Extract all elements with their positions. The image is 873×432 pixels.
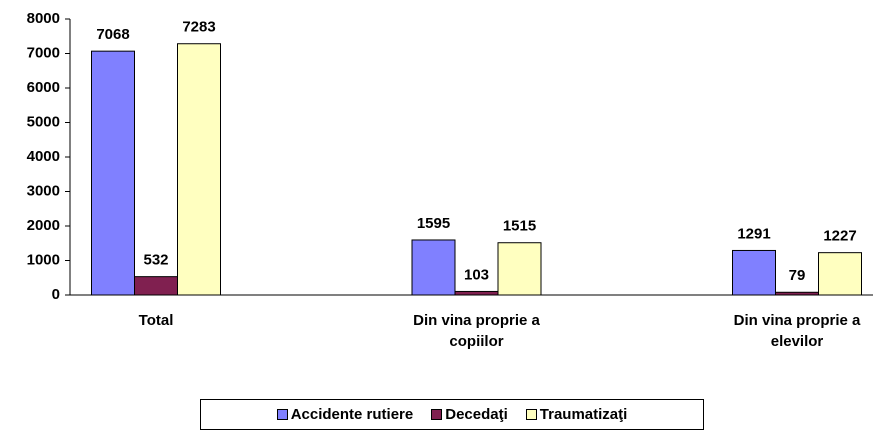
bar: [91, 50, 135, 296]
x-tick-label: Din vina proprie a copiilor: [413, 312, 540, 350]
data-label: 532: [143, 252, 168, 269]
bar: [818, 252, 862, 296]
legend-item: Traumatizaţi: [525, 406, 628, 423]
legend-label: Traumatizaţi: [539, 406, 628, 423]
y-tick-label: 6000: [27, 79, 60, 96]
data-label: 7283: [182, 19, 215, 36]
x-tick-label: Total: [138, 312, 174, 329]
data-label: 79: [789, 267, 806, 284]
y-tick-label: 8000: [27, 10, 60, 27]
bar: [134, 276, 178, 296]
bar: [177, 43, 221, 296]
legend-item: Accidente rutiere: [276, 406, 414, 423]
bar: [497, 242, 542, 296]
legend-swatch: [276, 409, 288, 420]
data-label: 1227: [823, 228, 856, 245]
y-tick-label: 4000: [27, 148, 60, 165]
x-tick-label: Din vina proprie a elevilor: [733, 312, 861, 350]
legend-swatch: [431, 409, 443, 420]
legend-label: Accidente rutiere: [290, 406, 414, 423]
data-label: 103: [464, 266, 489, 283]
legend-item: Decedaţi: [431, 406, 508, 423]
y-tick-label: 2000: [27, 217, 60, 234]
bar: [454, 290, 499, 296]
y-tick-label: 0: [52, 286, 60, 303]
data-label: 1595: [417, 215, 450, 232]
legend: Accidente rutiere Decedaţi Traumatizaţi: [200, 399, 704, 430]
legend-swatch: [525, 409, 537, 420]
bar: [732, 249, 776, 296]
data-label: 1291: [737, 225, 770, 242]
data-label: 7068: [96, 26, 129, 43]
bar: [775, 291, 819, 296]
y-tick-label: 3000: [27, 182, 60, 199]
y-tick-label: 5000: [27, 113, 60, 130]
bar: [411, 239, 456, 296]
y-tick-label: 1000: [27, 251, 60, 268]
legend-label: Decedaţi: [445, 406, 508, 423]
y-tick-label: 7000: [27, 44, 60, 61]
data-label: 1515: [503, 218, 536, 235]
